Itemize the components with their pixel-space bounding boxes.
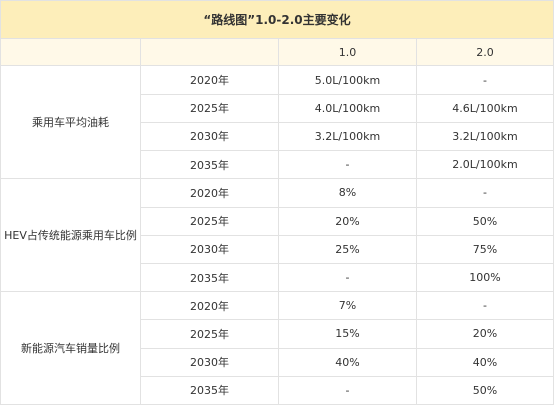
value-1-0-cell: 20%	[278, 206, 417, 236]
year-cell: 2035年	[140, 150, 279, 180]
value-1-0-cell: 15%	[278, 319, 417, 349]
value-2-0-cell: 2.0L/100km	[415, 150, 554, 180]
table-row: 2035年 -50%	[1, 375, 554, 406]
value-2-0-cell: 50%	[415, 375, 554, 406]
value-1-0-cell: -	[278, 262, 417, 293]
value-2-0-cell: 4.6L/100km	[415, 93, 554, 123]
header-corner-cell	[0, 38, 141, 67]
table-row: 2025年 4.0L/100km 4.6L/100km	[1, 93, 554, 123]
value-1-0-cell: 4.0L/100km	[278, 93, 417, 123]
value-2-0-cell: 3.2L/100km	[415, 121, 554, 152]
value-1-0-cell: 25%	[278, 234, 417, 264]
year-cell: 2020年	[140, 291, 279, 321]
year-cell: 2030年	[140, 347, 279, 377]
value-2-0-cell: 75%	[415, 234, 554, 264]
value-2-0-cell: 50%	[415, 206, 554, 236]
value-2-0-cell: 20%	[415, 319, 554, 349]
value-1-0-cell: 5.0L/100km	[278, 65, 417, 95]
table-row: 乘用车平均油耗 2020年 5.0L/100km -	[0, 65, 554, 180]
year-cell: 2020年	[140, 65, 279, 95]
header-version-1-0: 1.0	[278, 38, 417, 67]
table-row: 新能源汽车销量比例 2020年 7% -	[0, 291, 554, 405]
metric-label-cell: 新能源汽车销量比例	[0, 291, 141, 405]
year-cell: 2035年	[140, 375, 279, 406]
table-row: 2025年 15% 20%	[1, 319, 554, 349]
year-cell: 2035年	[140, 262, 279, 293]
year-cell: 2025年	[140, 206, 279, 236]
value-1-0-cell: -	[278, 150, 417, 180]
table-row: 2030年 40% 40%	[1, 347, 554, 377]
value-1-0-cell: 7%	[278, 291, 417, 321]
year-cell: 2020年	[140, 178, 279, 208]
value-1-0-cell: 40%	[278, 347, 417, 377]
year-cell: 2025年	[140, 319, 279, 349]
table-row: HEV占传统能源乘用车比例 2020年 8% -	[0, 178, 554, 293]
metric-label-cell: 乘用车平均油耗	[0, 65, 141, 180]
table-row: 2035年 -100%	[1, 262, 554, 293]
value-1-0-cell: -	[278, 375, 417, 406]
value-1-0-cell: 8%	[278, 178, 417, 208]
table-row: 2030年 25% 75%	[1, 234, 554, 264]
value-2-0-cell: 100%	[415, 262, 554, 293]
year-cell: 2030年	[140, 234, 279, 264]
value-1-0-cell: 3.2L/100km	[278, 121, 417, 152]
header-year-column	[140, 38, 279, 67]
year-cell: 2030年	[140, 121, 279, 152]
value-2-0-cell: 40%	[415, 347, 554, 377]
metric-label-cell: HEV占传统能源乘用车比例	[0, 178, 141, 293]
table-title: “路线图”1.0-2.0主要变化	[0, 0, 554, 40]
value-2-0-cell: -	[415, 178, 554, 208]
value-2-0-cell: -	[415, 291, 554, 321]
table-row: 2030年 3.2L/100km 3.2L/100km	[1, 121, 554, 152]
header-version-2-0: 2.0	[415, 38, 554, 67]
value-2-0-cell: -	[415, 65, 554, 95]
year-cell: 2025年	[140, 93, 279, 123]
